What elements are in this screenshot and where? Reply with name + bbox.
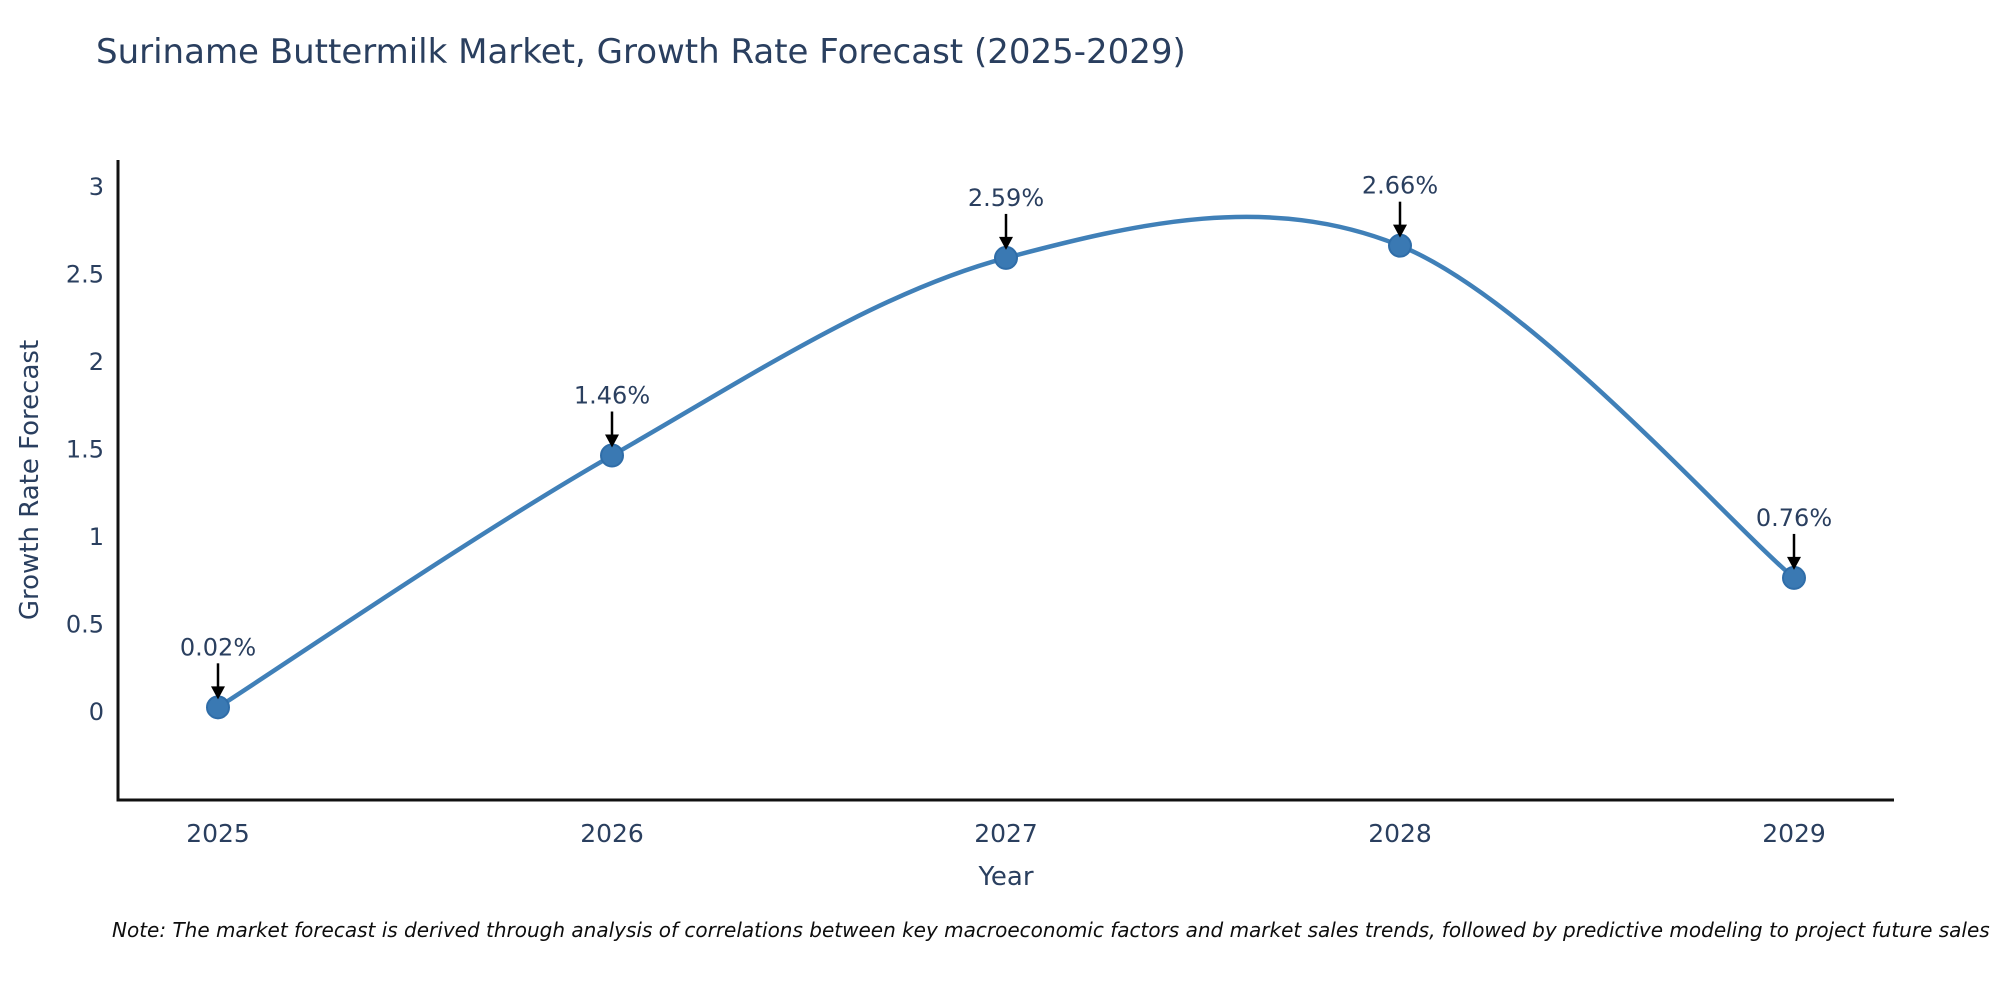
data-point-label: 0.02%: [180, 633, 256, 661]
annotation-arrowhead: [1787, 556, 1801, 570]
data-point-label: 1.46%: [574, 382, 650, 410]
x-tick-label: 2026: [580, 819, 644, 848]
y-tick-label: 3: [89, 173, 104, 201]
x-tick-label: 2027: [974, 819, 1038, 848]
data-point-marker: [1388, 233, 1412, 258]
x-axis-title: Year: [978, 862, 1034, 892]
y-tick-label: 0.5: [66, 610, 104, 638]
y-tick-label: 0: [89, 698, 104, 726]
chart-title: Suriname Buttermilk Market, Growth Rate …: [96, 32, 1186, 72]
data-point-label: 2.66%: [1362, 172, 1438, 200]
x-tick-label: 2028: [1368, 819, 1432, 848]
series-line: [215, 214, 1797, 710]
annotation-arrowhead: [999, 236, 1013, 250]
data-point-label: 2.59%: [968, 184, 1044, 212]
x-tick-label: 2025: [186, 819, 250, 848]
data-point-marker: [206, 695, 230, 720]
data-point-marker: [1782, 565, 1806, 590]
data-point-marker: [994, 245, 1018, 270]
annotation-arrowhead: [1393, 224, 1407, 238]
y-tick-label: 2.5: [66, 261, 104, 289]
x-tick-label: 2029: [1762, 819, 1826, 848]
data-point-marker: [600, 443, 624, 468]
data-point-label: 0.76%: [1756, 504, 1832, 532]
annotation-arrowhead: [605, 434, 619, 448]
chart-footnote: Note: The market forecast is derived thr…: [112, 918, 1990, 942]
y-tick-label: 1.5: [66, 436, 104, 464]
y-tick-label: 1: [89, 523, 104, 551]
annotation-arrowhead: [211, 686, 225, 700]
y-tick-label: 2: [89, 348, 104, 376]
